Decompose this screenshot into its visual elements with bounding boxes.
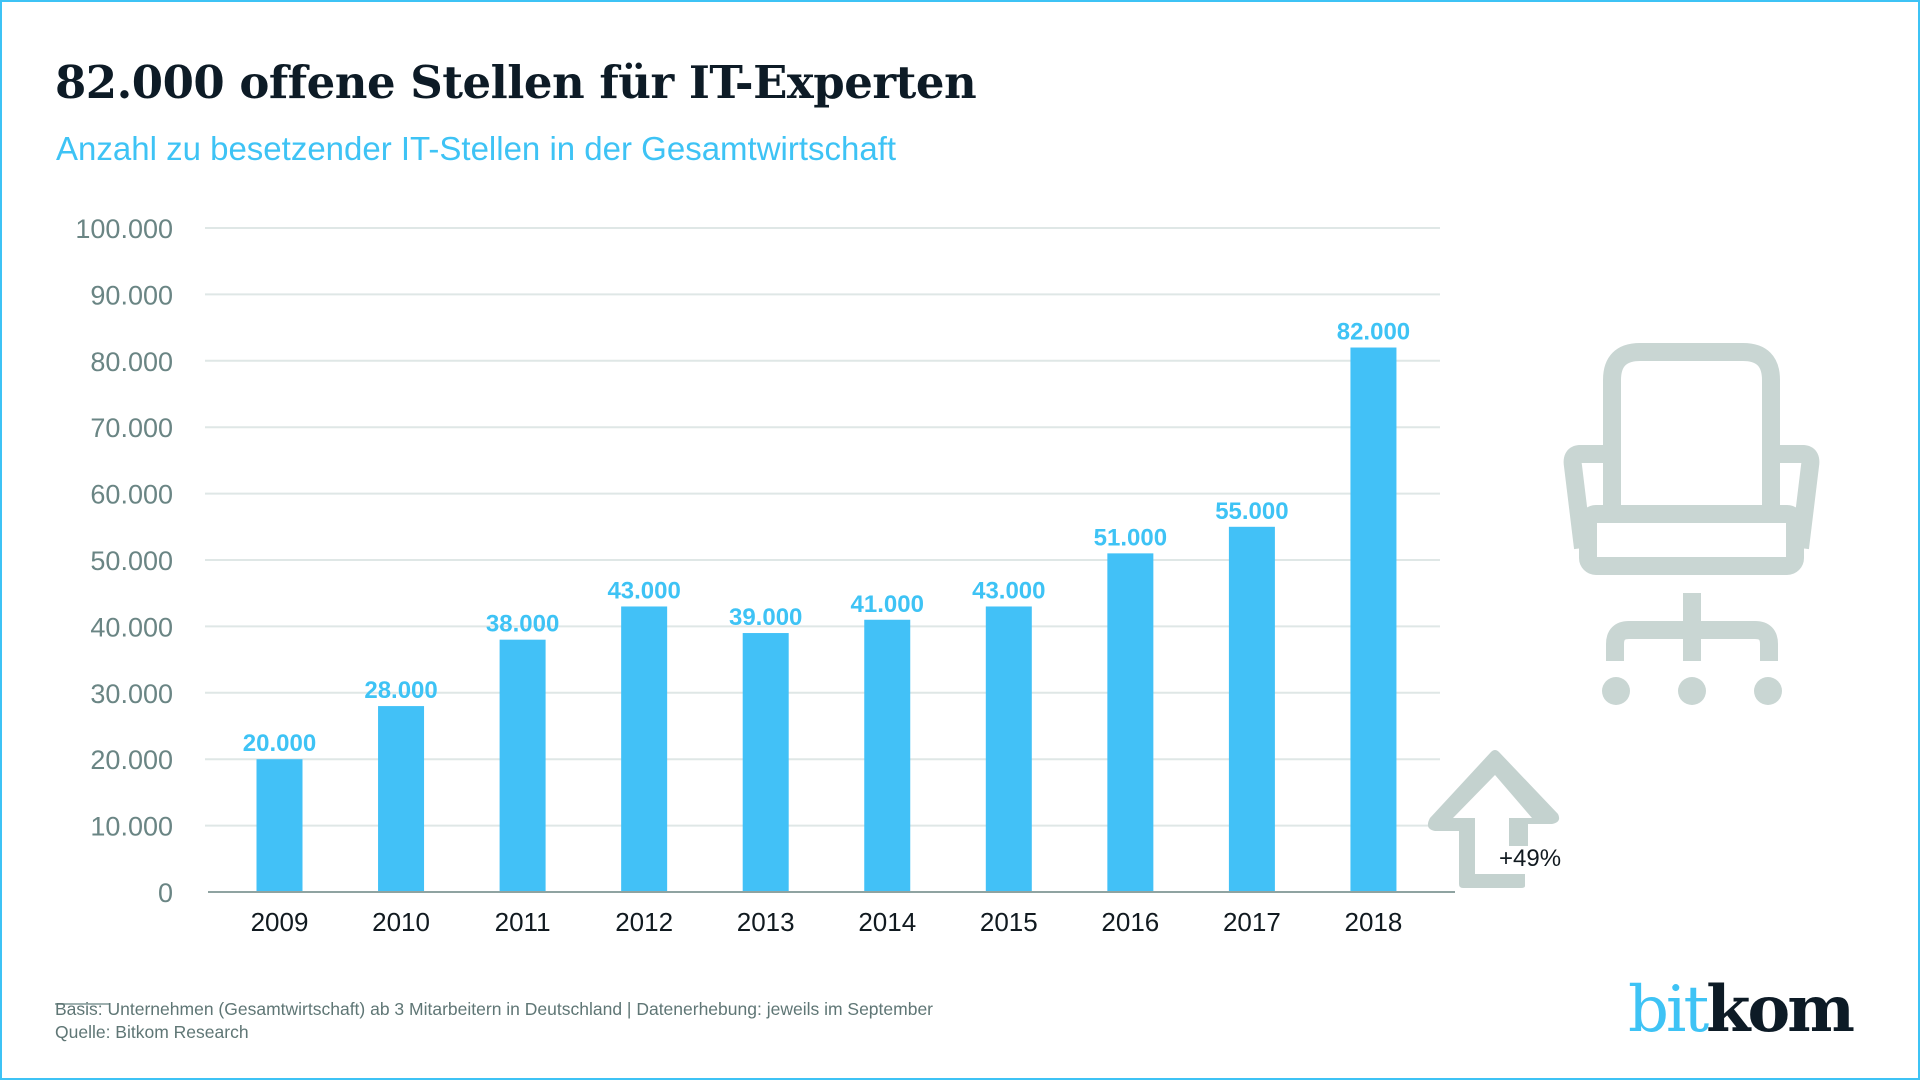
x-tick-label: 2011 [495,907,551,937]
y-tick-label: 60.000 [90,480,173,510]
bar-2011 [499,639,546,892]
bar-2016 [1107,553,1154,892]
office-chair-icon [1563,343,1820,661]
y-tick-label: 30.000 [90,679,173,709]
x-axis-tick-labels: 2009 2010 2011 2012 2013 2014 2015 2016 2017 2018 [251,907,1403,937]
y-tick-label: 80.000 [90,347,173,377]
bar-2009 [256,759,303,892]
chart-subtitle: Anzahl zu besetzender IT-Stellen in der … [56,130,897,167]
value-label: 38.000 [486,611,559,638]
x-tick-label: 2018 [1345,907,1403,937]
y-tick-label: 100.000 [75,214,173,244]
y-tick-label: 40.000 [90,612,173,642]
bitkom-logo: bitkom [1628,972,1855,1047]
bar-2018 [1350,347,1397,892]
bar-2012 [621,606,668,892]
value-labels: 20.000 28.000 38.000 43.000 39.000 41.000 43.0… [243,319,1410,758]
up-arrow-icon [1427,750,1560,888]
footer-divider [55,1003,109,1005]
y-tick-label: 20.000 [90,745,173,775]
value-label: 82.000 [1337,319,1410,346]
y-tick-label: 0 [158,878,173,908]
bar-2013 [742,633,789,892]
y-tick-label: 90.000 [90,280,173,310]
x-tick-label: 2010 [372,907,430,937]
x-tick-label: 2014 [858,907,916,937]
logo-bit: bit [1628,973,1709,1047]
growth-percent-label: +49% [1499,845,1561,872]
bar-2014 [864,619,911,892]
footnote-source: Quelle: Bitkom Research [55,1022,249,1042]
value-label: 39.000 [729,604,802,631]
chair-wheel-icon [1678,677,1706,705]
chair-wheel-icon [1602,677,1630,705]
bar-2015 [985,606,1032,892]
bar-2017 [1228,526,1275,892]
x-tick-label: 2009 [251,907,309,937]
x-tick-label: 2013 [737,907,795,937]
y-tick-label: 50.000 [90,546,173,576]
value-label: 55.000 [1215,498,1288,525]
value-label: 43.000 [607,577,680,604]
bar-2010 [378,706,425,892]
bars [256,347,1397,892]
logo-kom: kom [1706,972,1855,1047]
y-tick-label: 70.000 [90,413,173,443]
x-tick-label: 2017 [1223,907,1281,937]
footnote-basis: Basis: Unternehmen (Gesamtwirtschaft) ab… [55,999,934,1019]
x-tick-label: 2012 [615,907,673,937]
value-label: 41.000 [851,591,924,618]
y-axis-tick-labels: 0 10.000 20.000 30.000 40.000 50.000 60.000 70.… [75,214,173,908]
value-label: 43.000 [972,577,1045,604]
value-label: 51.000 [1094,524,1167,551]
x-tick-label: 2015 [980,907,1038,937]
chart-title: 82.000 offene Stellen für IT-Experten [55,56,977,109]
chair-wheels [1602,677,1782,705]
x-tick-label: 2016 [1101,907,1159,937]
y-tick-label: 10.000 [90,812,173,842]
value-label: 28.000 [364,677,437,704]
chair-wheel-icon [1754,677,1782,705]
value-label: 20.000 [243,730,316,757]
